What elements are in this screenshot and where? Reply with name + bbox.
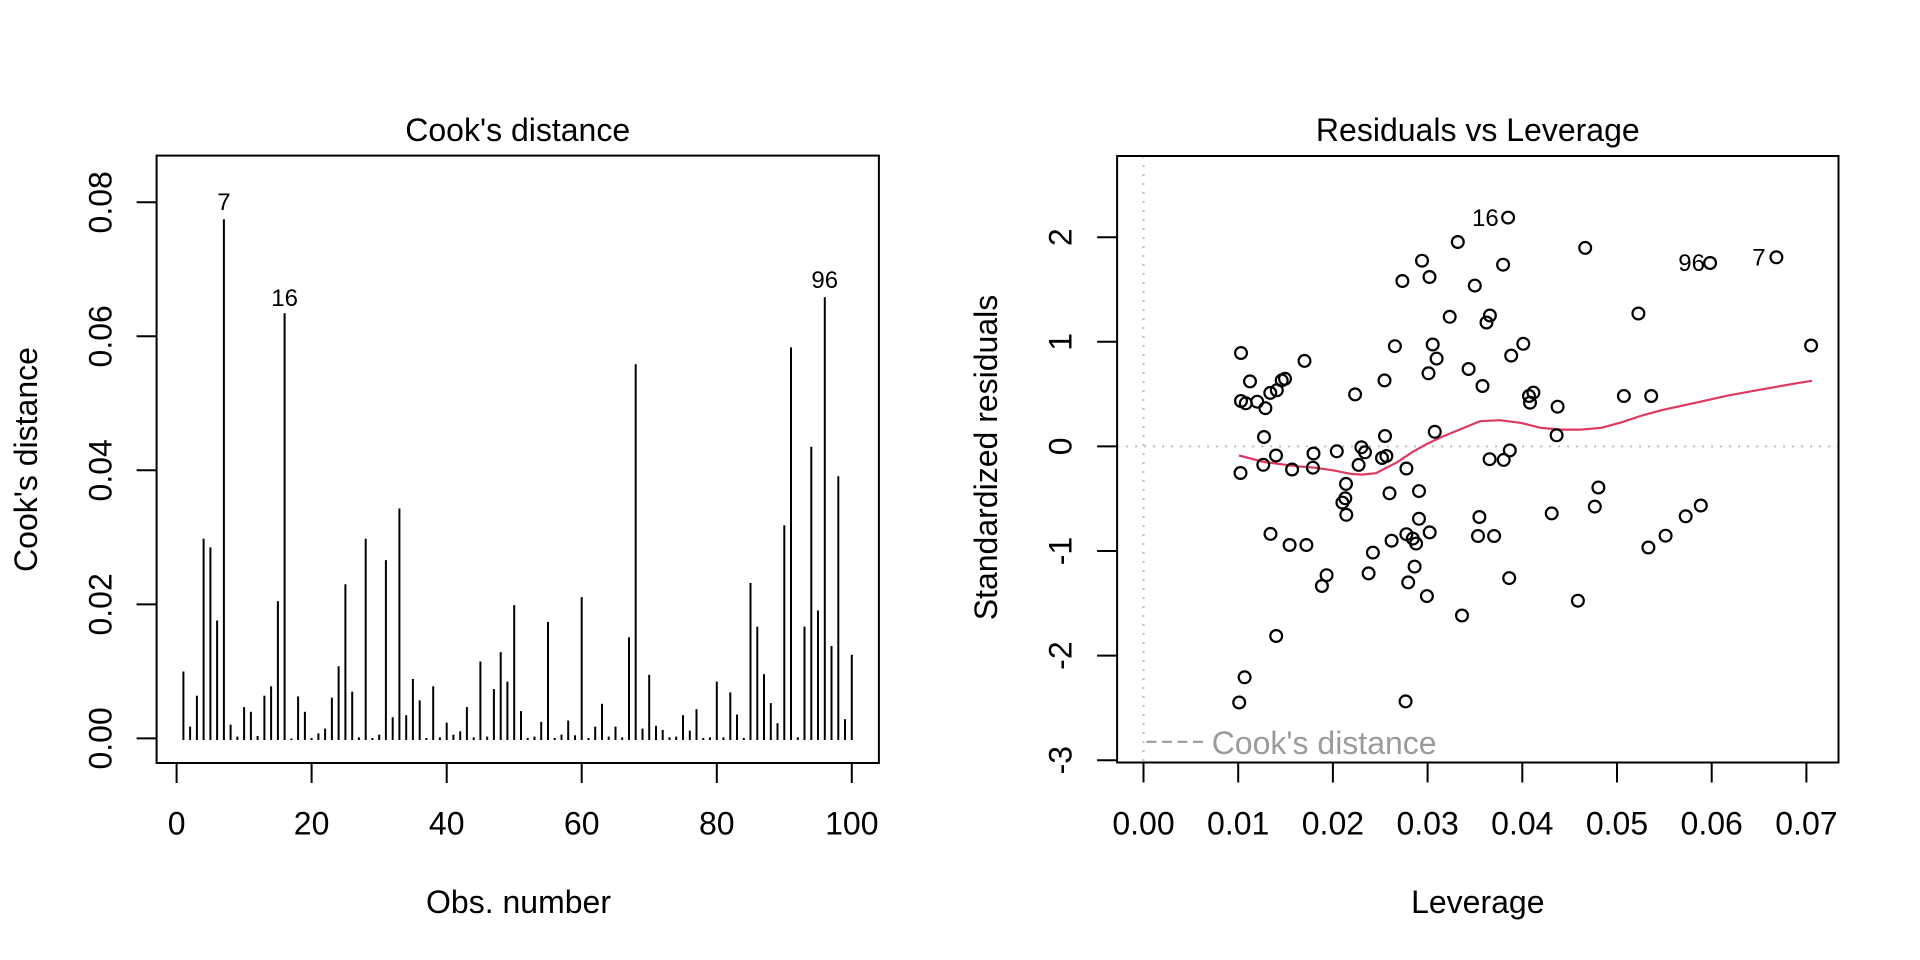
svg-text:0.06: 0.06: [1681, 806, 1743, 842]
svg-text:Cook's distance: Cook's distance: [1212, 725, 1437, 761]
svg-text:7: 7: [217, 189, 230, 216]
svg-text:2: 2: [1043, 228, 1079, 246]
svg-text:40: 40: [429, 806, 465, 842]
svg-text:Leverage: Leverage: [1411, 884, 1544, 920]
svg-text:0.08: 0.08: [83, 171, 119, 233]
svg-text:-1: -1: [1043, 537, 1079, 565]
svg-text:16: 16: [271, 285, 298, 312]
svg-text:1: 1: [1043, 333, 1079, 351]
svg-text:Cook's distance: Cook's distance: [8, 347, 44, 572]
svg-text:0.00: 0.00: [1112, 806, 1174, 842]
svg-text:-2: -2: [1043, 641, 1079, 669]
svg-text:60: 60: [564, 806, 600, 842]
svg-text:Standardized residuals: Standardized residuals: [968, 295, 1004, 621]
svg-text:0.07: 0.07: [1775, 806, 1837, 842]
svg-text:80: 80: [699, 806, 735, 842]
svg-text:0.03: 0.03: [1396, 806, 1458, 842]
svg-text:0.04: 0.04: [1491, 806, 1553, 842]
svg-text:0.06: 0.06: [83, 305, 119, 367]
svg-text:7: 7: [1752, 244, 1765, 271]
svg-text:0.02: 0.02: [83, 573, 119, 635]
svg-text:0: 0: [168, 806, 186, 842]
svg-text:0.02: 0.02: [1302, 806, 1364, 842]
svg-text:20: 20: [294, 806, 330, 842]
svg-text:96: 96: [1678, 250, 1705, 277]
svg-text:Obs. number: Obs. number: [426, 884, 611, 920]
svg-text:100: 100: [825, 806, 878, 842]
svg-text:0.05: 0.05: [1586, 806, 1648, 842]
svg-text:0.00: 0.00: [83, 707, 119, 769]
svg-text:0: 0: [1043, 438, 1079, 456]
svg-text:Residuals vs Leverage: Residuals vs Leverage: [1316, 112, 1640, 148]
svg-text:0.01: 0.01: [1207, 806, 1269, 842]
svg-text:0.04: 0.04: [83, 439, 119, 501]
svg-text:-3: -3: [1043, 746, 1079, 774]
svg-text:16: 16: [1472, 205, 1499, 232]
svg-text:96: 96: [811, 267, 838, 294]
svg-text:Cook's distance: Cook's distance: [405, 112, 630, 148]
